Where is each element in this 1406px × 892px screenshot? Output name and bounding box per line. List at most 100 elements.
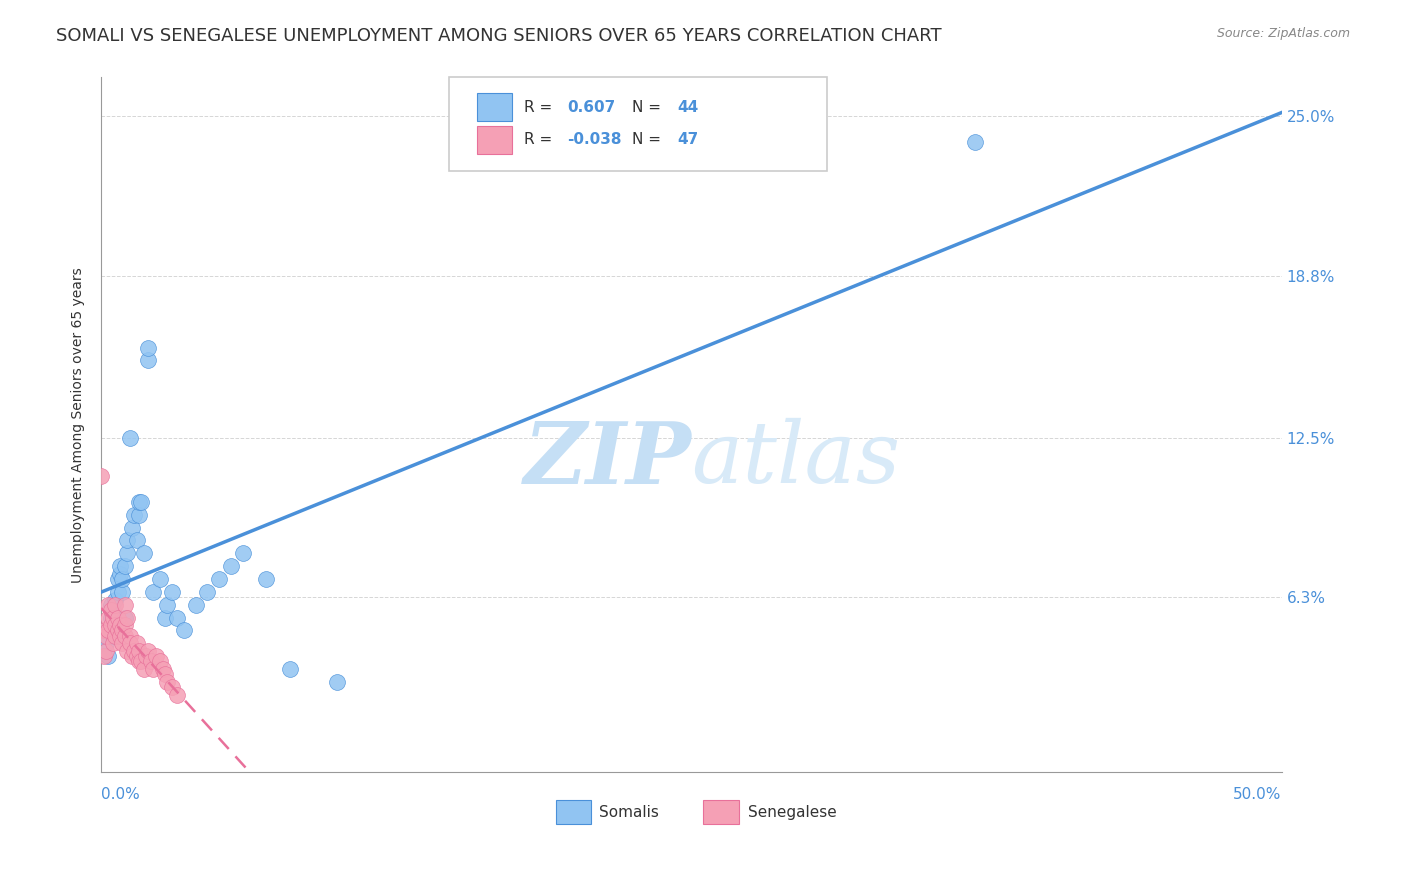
Point <box>104 618 127 632</box>
Text: N =: N = <box>633 100 666 115</box>
Point <box>90 469 112 483</box>
Point <box>142 662 165 676</box>
Point <box>104 629 127 643</box>
Point <box>97 598 120 612</box>
FancyBboxPatch shape <box>477 126 512 153</box>
Point <box>111 624 134 638</box>
Point <box>118 431 141 445</box>
Point <box>122 508 145 522</box>
Point <box>100 598 122 612</box>
Point <box>114 610 136 624</box>
Point <box>232 546 254 560</box>
Point <box>114 618 136 632</box>
Point <box>138 644 160 658</box>
Point <box>115 533 138 548</box>
FancyBboxPatch shape <box>477 94 512 121</box>
Point <box>128 495 150 509</box>
Point <box>101 636 124 650</box>
Point <box>153 610 176 624</box>
FancyBboxPatch shape <box>450 78 827 171</box>
Point <box>94 636 117 650</box>
Point <box>142 585 165 599</box>
Text: ZIP: ZIP <box>523 417 692 501</box>
FancyBboxPatch shape <box>703 800 738 824</box>
Point <box>128 644 150 658</box>
Point <box>101 629 124 643</box>
Point <box>108 559 131 574</box>
Point <box>125 533 148 548</box>
Point <box>121 649 143 664</box>
Point <box>122 644 145 658</box>
Point <box>118 636 141 650</box>
Text: 50.0%: 50.0% <box>1233 788 1281 802</box>
Point <box>149 654 172 668</box>
Text: N =: N = <box>633 132 666 147</box>
Text: SOMALI VS SENEGALESE UNEMPLOYMENT AMONG SENIORS OVER 65 YEARS CORRELATION CHART: SOMALI VS SENEGALESE UNEMPLOYMENT AMONG … <box>56 27 942 45</box>
Point <box>131 654 153 668</box>
Text: Senegalese: Senegalese <box>748 805 837 820</box>
Point <box>138 341 160 355</box>
Text: R =: R = <box>524 100 557 115</box>
Text: 0.607: 0.607 <box>568 100 616 115</box>
Point <box>219 559 242 574</box>
Point <box>111 572 134 586</box>
Point <box>153 667 176 681</box>
Point <box>107 585 129 599</box>
Point <box>108 618 131 632</box>
Point <box>100 603 122 617</box>
Text: Somalis: Somalis <box>599 805 659 820</box>
Point <box>94 644 117 658</box>
Point <box>139 654 162 668</box>
Point <box>963 135 986 149</box>
Text: R =: R = <box>524 132 557 147</box>
Point <box>197 585 219 599</box>
Point <box>93 624 115 638</box>
Text: 47: 47 <box>678 132 699 147</box>
Point <box>160 585 183 599</box>
Point <box>94 629 117 643</box>
Point <box>121 520 143 534</box>
Point <box>115 644 138 658</box>
Point <box>156 675 179 690</box>
Point <box>108 629 131 643</box>
Point <box>101 603 124 617</box>
Point <box>97 649 120 664</box>
Point <box>93 649 115 664</box>
Point <box>97 610 120 624</box>
Point <box>128 654 150 668</box>
Point <box>104 592 127 607</box>
Point <box>166 688 188 702</box>
Point <box>114 559 136 574</box>
Point <box>208 572 231 586</box>
Point <box>115 546 138 560</box>
Point <box>125 636 148 650</box>
Point <box>156 598 179 612</box>
Y-axis label: Unemployment Among Seniors over 65 years: Unemployment Among Seniors over 65 years <box>72 267 86 582</box>
Point <box>101 610 124 624</box>
Point <box>149 572 172 586</box>
Point <box>97 624 120 638</box>
Text: atlas: atlas <box>692 418 900 500</box>
Point <box>111 585 134 599</box>
Point <box>125 649 148 664</box>
Point <box>128 508 150 522</box>
Point <box>107 624 129 638</box>
Point <box>166 610 188 624</box>
Point <box>100 618 122 632</box>
Text: Source: ZipAtlas.com: Source: ZipAtlas.com <box>1216 27 1350 40</box>
Point <box>184 598 207 612</box>
Point <box>107 572 129 586</box>
Point <box>131 495 153 509</box>
Text: 44: 44 <box>678 100 699 115</box>
FancyBboxPatch shape <box>555 800 591 824</box>
Point <box>118 629 141 643</box>
Point <box>132 662 155 676</box>
Point <box>115 610 138 624</box>
Text: -0.038: -0.038 <box>568 132 621 147</box>
Point <box>152 662 174 676</box>
Point <box>138 353 160 368</box>
Point <box>132 546 155 560</box>
Point <box>104 598 127 612</box>
Text: 0.0%: 0.0% <box>101 788 141 802</box>
Point <box>108 566 131 581</box>
